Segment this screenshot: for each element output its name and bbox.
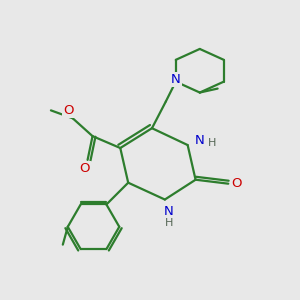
Text: N: N [171,73,181,86]
Text: N: N [195,134,204,147]
Text: H: H [208,138,217,148]
Text: O: O [64,104,74,117]
Text: O: O [80,162,90,175]
Text: N: N [164,205,174,218]
Text: H: H [165,218,173,228]
Text: O: O [231,177,242,190]
